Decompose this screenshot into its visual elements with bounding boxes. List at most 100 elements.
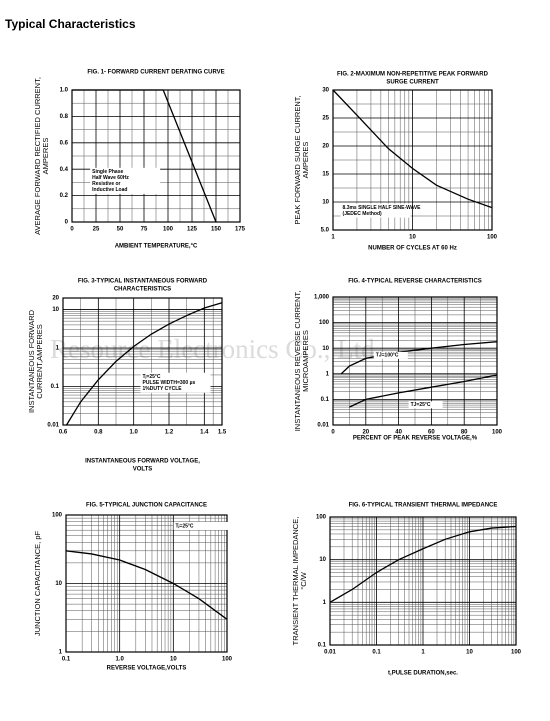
chart-title: FIG. 2-MAXIMUM NON-REPETITIVE PEAK FORWA… xyxy=(337,72,489,78)
y-axis-label: AMPERES xyxy=(41,138,50,175)
y-tick-label: 10 xyxy=(55,581,62,587)
x-axis-label: VOLTS xyxy=(133,467,153,473)
watermark: Resource Electronics Co., Ltd xyxy=(50,334,375,364)
x-tick-label: 100 xyxy=(492,430,503,436)
y-tick-label: 0.8 xyxy=(60,114,69,120)
y-tick-label: 1 xyxy=(326,371,330,377)
x-tick-label: 1.4 xyxy=(200,430,209,436)
y-tick-label: 10 xyxy=(322,346,329,352)
x-tick-label: 0 xyxy=(331,430,335,436)
x-tick-label: 100 xyxy=(487,235,498,241)
plot-frame xyxy=(62,297,223,426)
x-tick-label: 150 xyxy=(211,227,222,233)
y-tick-label: 100 xyxy=(316,515,327,521)
plot-frame xyxy=(329,516,517,646)
data-line xyxy=(72,89,217,223)
y-tick-label: 100 xyxy=(52,513,63,519)
chart-title: FIG. 6-TYPICAL TRANSIENT THERMAL IMPEDAN… xyxy=(349,503,498,509)
y-axis-label: CURRENT,AMPERES xyxy=(35,324,44,399)
y-tick-label: 15 xyxy=(322,172,329,178)
y-tick-label: 10 xyxy=(322,200,329,206)
y-tick-label: 20 xyxy=(52,296,59,302)
x-tick-label: 10 xyxy=(170,657,177,663)
annotation: Resistive or xyxy=(92,181,120,187)
y-tick-label: 0.6 xyxy=(60,140,69,146)
x-axis-label: NUMBER OF CYCLES AT 60 Hz xyxy=(368,246,457,252)
annotation: Tⱼ=25°C xyxy=(143,374,161,380)
x-tick-label: 0.1 xyxy=(62,657,71,663)
annotation-box xyxy=(90,167,161,194)
y-tick-label: 30 xyxy=(322,88,329,94)
chart: 0 20 40 60 80 100 0.01 0.1 1 10 100 1,000 FIG. 4-TYP… xyxy=(293,279,503,442)
plot-frame xyxy=(65,514,228,653)
x-tick-label: 80 xyxy=(461,430,468,436)
y-tick-label: 1 xyxy=(323,600,327,606)
y-tick-label: 20 xyxy=(322,144,329,150)
y-tick-label: 0.1 xyxy=(321,397,330,403)
x-tick-label: 0.8 xyxy=(94,430,103,436)
y-tick-label: 0.1 xyxy=(51,384,60,390)
data-line xyxy=(349,374,498,408)
annotation: Tⱼ=25°C xyxy=(175,523,193,529)
chart: 0.1 1.0 10 100 1 10 100 FIG. 5-TYPICAL JUNCTION… xyxy=(33,503,244,672)
y-axis-label: °C/W xyxy=(299,571,308,589)
x-axis-label: AMBIENT TEMPERATURE,°C xyxy=(115,244,198,250)
y-axis-label: AVERAGE FORWARD RECTIFIED CURRENT, xyxy=(33,77,42,235)
y-tick-label: 1.0 xyxy=(60,88,69,94)
series-label: TJ=25°C xyxy=(411,402,431,408)
x-tick-label: 1 xyxy=(421,650,425,656)
annotation: 8.3ms SINGLE HALF SINE-WAVE xyxy=(343,205,422,211)
x-tick-label: 75 xyxy=(141,227,148,233)
y-tick-label: 1 xyxy=(56,346,60,352)
x-tick-label: 60 xyxy=(428,430,435,436)
data-line xyxy=(332,89,493,209)
annotation: (JEDEC Method) xyxy=(343,211,383,217)
y-tick-label: 0.4 xyxy=(60,167,69,173)
x-tick-label: 1 xyxy=(331,235,335,241)
page-title: Typical Characteristics xyxy=(5,17,136,31)
y-tick-label: 0.01 xyxy=(317,423,329,429)
chart: 0.6 0.8 1.0 1.2 1.4 1.5 0.01 0.1 1 10 20 FIG. 3-TYP… xyxy=(27,279,227,473)
x-axis-label: t,PULSE DURATION,sec. xyxy=(388,671,458,677)
annotation-box xyxy=(173,521,244,530)
y-tick-label: 25 xyxy=(322,116,329,122)
y-tick-label: 0 xyxy=(65,220,69,226)
x-tick-label: 50 xyxy=(117,227,124,233)
annotation: 1%DUTY CYCLE xyxy=(143,386,183,392)
chart-title: FIG. 1- FORWARD CURRENT DERATING CURVE xyxy=(87,70,224,76)
x-tick-label: 175 xyxy=(235,227,246,233)
plot-frame xyxy=(332,296,498,426)
annotation: Single Phase xyxy=(92,169,123,175)
series-label-box xyxy=(408,401,443,409)
x-tick-label: 20 xyxy=(362,430,369,436)
y-tick-label: 0.2 xyxy=(60,193,69,199)
annotation: Inductive Load xyxy=(92,187,127,193)
x-axis-label: INSTANTANEOUS FORWARD VOLTAGE, xyxy=(85,459,200,465)
data-line xyxy=(65,550,228,620)
data-line xyxy=(329,525,517,603)
y-tick-label: 0.01 xyxy=(47,423,59,429)
x-tick-label: 1.5 xyxy=(218,430,227,436)
y-axis-label: PEAK FORWARD SURGE CURRENT, xyxy=(293,95,302,224)
x-tick-label: 1.0 xyxy=(129,430,138,436)
y-axis-label: AMPERES xyxy=(301,142,310,179)
x-axis-label: PERCENT OF PEAK REVERSE VOLTAGE,% xyxy=(353,436,478,442)
x-tick-label: 10 xyxy=(466,650,473,656)
annotation: PULSE WIDTH=300 µs xyxy=(143,380,196,386)
x-axis-label: REVERSE VOLTAGE,VOLTS xyxy=(107,666,187,672)
chart: 0 25 50 75 100 125 150 175 0 0.2 0.4 0.6 0.8 1.0 FIG. … xyxy=(33,70,246,250)
y-axis-label: MICROAMPERES xyxy=(301,330,310,392)
chart-title: FIG. 5-TYPICAL JUNCTION CAPACITANCE xyxy=(86,503,207,509)
x-tick-label: 25 xyxy=(93,227,100,233)
x-tick-label: 0.01 xyxy=(324,650,336,656)
x-tick-label: 125 xyxy=(187,227,198,233)
chart-title: FIG. 4-TYPICAL REVERSE CHARACTERISTICS xyxy=(348,279,482,285)
x-tick-label: 40 xyxy=(395,430,402,436)
y-tick-label: 10 xyxy=(319,557,326,563)
y-tick-label: 1,000 xyxy=(314,295,330,301)
x-tick-label: 100 xyxy=(511,650,522,656)
x-tick-label: 10 xyxy=(409,235,416,241)
x-tick-label: 100 xyxy=(222,657,233,663)
x-tick-label: 0 xyxy=(70,227,74,233)
